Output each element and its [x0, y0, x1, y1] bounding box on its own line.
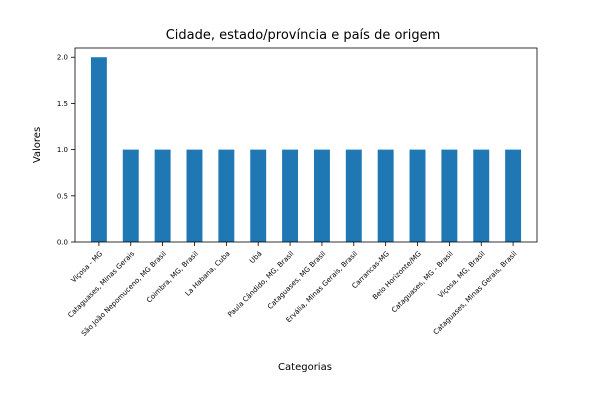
- x-tick-label: Ubá: [248, 250, 263, 265]
- chart-title: Cidade, estado/província e país de orige…: [166, 28, 441, 43]
- bar-11: [409, 149, 426, 242]
- bar-7: [282, 149, 299, 242]
- y-axis-label: Valores: [32, 127, 43, 163]
- y-tick-label: 0.5: [57, 192, 68, 200]
- x-tick-label: Cataguases, MG Brasil: [266, 250, 327, 311]
- bar-6: [250, 149, 267, 242]
- bar-8: [313, 149, 330, 242]
- x-axis-label: Categorias: [278, 362, 332, 373]
- bar-10: [377, 149, 394, 242]
- y-axis: 0.0 0.5 1.0 1.5 2.0: [57, 54, 75, 247]
- bar-5: [218, 149, 235, 242]
- bars-group: [90, 57, 522, 242]
- plot-frame: [74, 47, 538, 243]
- y-tick-label: 1.5: [57, 100, 68, 108]
- x-tick-label: Ervália, Minas Gerais, Brasil: [285, 250, 360, 325]
- bar-1: [90, 57, 107, 242]
- bar-12: [441, 149, 458, 242]
- bar-3: [154, 149, 171, 242]
- x-tick-label: Paula Cândido, MG, Brasil: [226, 250, 295, 319]
- bar-2: [122, 149, 139, 242]
- x-tick-label: Cataguases, MG - Brasil: [390, 250, 455, 315]
- bar-9: [345, 149, 362, 242]
- bar-4: [186, 149, 203, 242]
- bar-13: [473, 149, 490, 242]
- x-tick-label: Viçosa - MG: [70, 250, 105, 285]
- y-tick-label: 2.0: [57, 54, 68, 62]
- x-tick-label: Cataguases, Minas Gerais: [67, 250, 137, 320]
- y-tick-label: 0.0: [57, 239, 68, 247]
- bar-14: [505, 149, 522, 242]
- y-tick-label: 1.0: [57, 146, 68, 154]
